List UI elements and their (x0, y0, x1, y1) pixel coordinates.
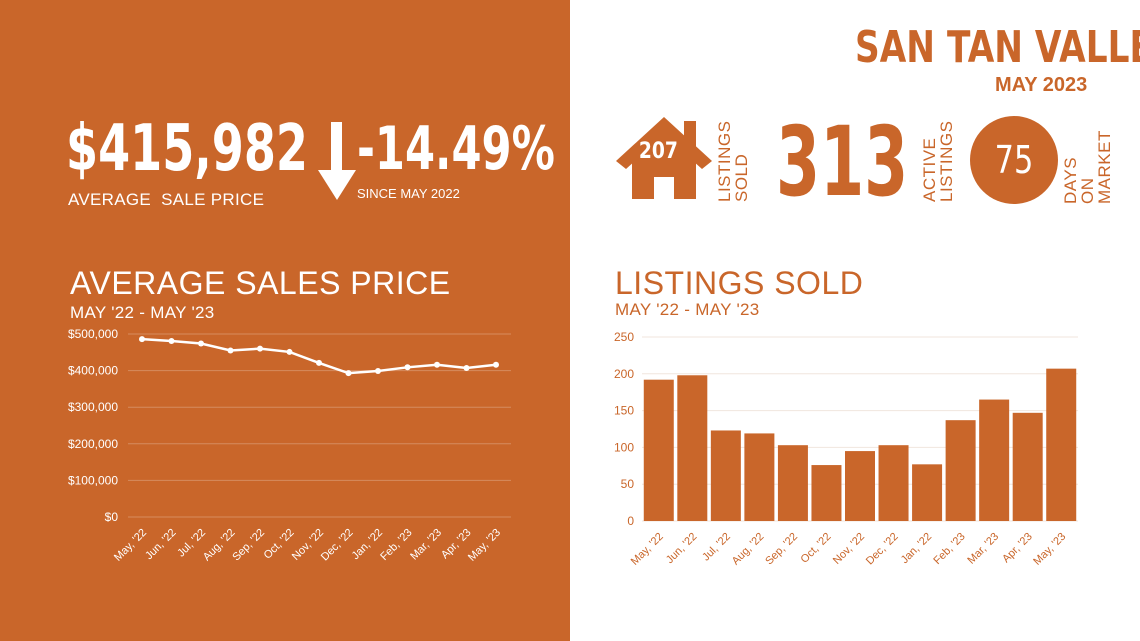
report-date: MAY 2023 (995, 74, 1088, 96)
y-tick-label: 150 (614, 404, 634, 418)
bar (643, 379, 674, 521)
x-tick-label: Jan, '22 (899, 531, 934, 566)
bar (845, 451, 875, 521)
y-tick-label: $100,000 (68, 473, 118, 487)
y-tick-label: $0 (105, 510, 119, 524)
line-chart-subtitle: MAY '22 - MAY '23 (70, 303, 215, 322)
x-tick-label: Feb, '23 (378, 527, 414, 563)
x-tick-label: Jun, '22 (143, 527, 178, 562)
y-tick-label: $200,000 (68, 437, 118, 451)
bar (1046, 368, 1077, 521)
average-sale-price-value: $415,982 (66, 112, 308, 186)
bar (811, 465, 842, 521)
x-tick-label: May, '22 (629, 531, 666, 568)
x-tick-label: Jul, '22 (700, 531, 733, 564)
x-tick-label: Apr, '23 (1000, 531, 1035, 566)
y-tick-label: 0 (627, 514, 634, 528)
x-tick-label: Nov, '22 (831, 531, 867, 567)
x-tick-label: May, '22 (112, 527, 149, 564)
right-panel (570, 0, 1140, 641)
x-tick-label: Mar, '23 (965, 531, 1001, 567)
bar (677, 375, 708, 521)
x-tick-label: Dec, '22 (864, 531, 901, 568)
data-point (286, 348, 293, 355)
bar-chart-title: LISTINGS SOLD (615, 265, 864, 301)
left-panel (0, 0, 570, 641)
data-point (404, 364, 411, 371)
average-sale-price-label: AVERAGE SALE PRICE (68, 190, 265, 209)
data-point (139, 336, 145, 343)
data-point (434, 361, 440, 368)
data-point (227, 347, 234, 354)
data-point (168, 337, 175, 344)
data-point (257, 345, 263, 352)
price-change-value: -14.49% (357, 114, 555, 184)
city-title: SAN TAN VALLEY (855, 22, 1140, 73)
days-on-market-value: 75 (994, 138, 1034, 182)
x-tick-label: May, '23 (1031, 531, 1068, 568)
active-listings-value: 313 (776, 106, 909, 218)
data-point (316, 359, 322, 366)
bar (777, 445, 808, 521)
arrow-down-icon (318, 122, 356, 200)
bar (979, 399, 1010, 521)
listings-sold-label: LISTINGS SOLD (715, 120, 751, 202)
active-listings-label: ACTIVE LISTINGS (920, 120, 956, 202)
x-tick-label: Oct, '22 (799, 531, 834, 566)
x-tick-label: Feb, '23 (931, 531, 967, 567)
listings-sold-value: 207 (638, 139, 678, 164)
x-tick-label: Jun, '22 (664, 531, 699, 566)
average-sales-price-chart: $0 $100,000 $200,000 $300,000 $400,000 $500,0… (68, 327, 511, 564)
bar (878, 445, 909, 521)
y-tick-label: 50 (621, 477, 635, 491)
price-change-label: SINCE MAY 2022 (357, 186, 460, 201)
days-on-market-badge: 75 (970, 116, 1058, 204)
series-line (141, 337, 497, 375)
x-tick-label: Dec, '22 (319, 527, 356, 564)
line-chart-title: AVERAGE SALES PRICE (70, 265, 451, 301)
data-point (463, 365, 470, 372)
x-tick-label: May, '23 (466, 527, 503, 564)
x-tick-label: Mar, '23 (408, 527, 444, 563)
x-tick-label: Sep, '22 (763, 531, 800, 568)
x-tick-label: Sep, '22 (230, 527, 267, 564)
bar-chart-subtitle: MAY '22 - MAY '23 (615, 300, 760, 319)
y-tick-label: $400,000 (68, 364, 118, 378)
data-point (198, 340, 204, 347)
house-icon (616, 117, 712, 199)
days-on-market-label: DAYS ON MARKET (1061, 130, 1114, 204)
y-tick-label: $500,000 (68, 327, 118, 341)
bar (744, 433, 775, 521)
bar (1012, 412, 1043, 521)
x-tick-label: Aug, '22 (730, 531, 767, 568)
bar (710, 430, 741, 521)
y-tick-label: $300,000 (68, 400, 118, 414)
y-tick-label: 250 (614, 330, 634, 344)
bar (945, 420, 976, 521)
data-point (375, 367, 381, 374)
y-tick-label: 200 (614, 367, 634, 381)
bar (912, 464, 943, 521)
data-point (493, 361, 499, 368)
data-point (345, 370, 352, 377)
y-tick-label: 100 (614, 440, 634, 454)
